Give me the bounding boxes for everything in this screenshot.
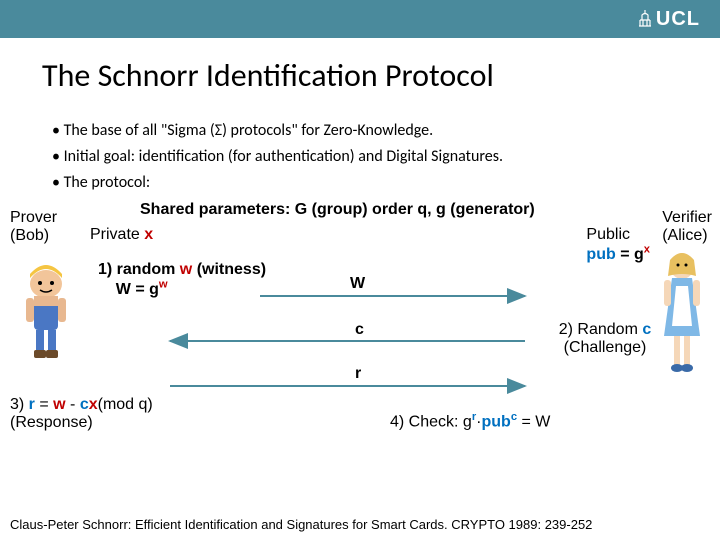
verifier-label: Verifier(Alice) [662, 209, 712, 245]
bullet-3: • The protocol: [52, 171, 720, 195]
logo-text: UCL [656, 8, 700, 31]
alice-icon [652, 246, 712, 386]
arrow-label-W: W [350, 275, 365, 293]
header-bar: UCL [0, 0, 720, 38]
step-4-check: 4) Check: gr·pubc = W [390, 411, 550, 431]
private-key: Private x [90, 226, 153, 244]
bullet-list: • The base of all "Sigma (Σ) protocols" … [52, 119, 720, 195]
ucl-dome-icon [638, 10, 652, 28]
bullet-2: • Initial goal: identification (for auth… [52, 145, 720, 169]
step-3-response: 3) r = w - cx(mod q) (Response) [10, 396, 153, 432]
bob-icon [12, 256, 80, 366]
public-key: Public pub = gx [586, 226, 650, 264]
citation: Claus-Peter Schnorr: Efficient Identific… [10, 517, 592, 532]
step-1-witness: 1) random w (witness) W = gw [98, 261, 266, 299]
shared-parameters: Shared parameters: G (group) order q, g … [140, 201, 535, 219]
ucl-logo: UCL [638, 8, 700, 31]
slide-title: The Schnorr Identification Protocol [42, 56, 720, 95]
bullet-1: • The base of all "Sigma (Σ) protocols" … [52, 119, 720, 143]
arrow-label-c: c [355, 321, 364, 339]
prover-label: Prover(Bob) [10, 209, 57, 245]
arrow-label-r: r [355, 365, 361, 383]
protocol-diagram: Prover(Bob) Verifier(Alice) Shared param… [0, 201, 720, 481]
